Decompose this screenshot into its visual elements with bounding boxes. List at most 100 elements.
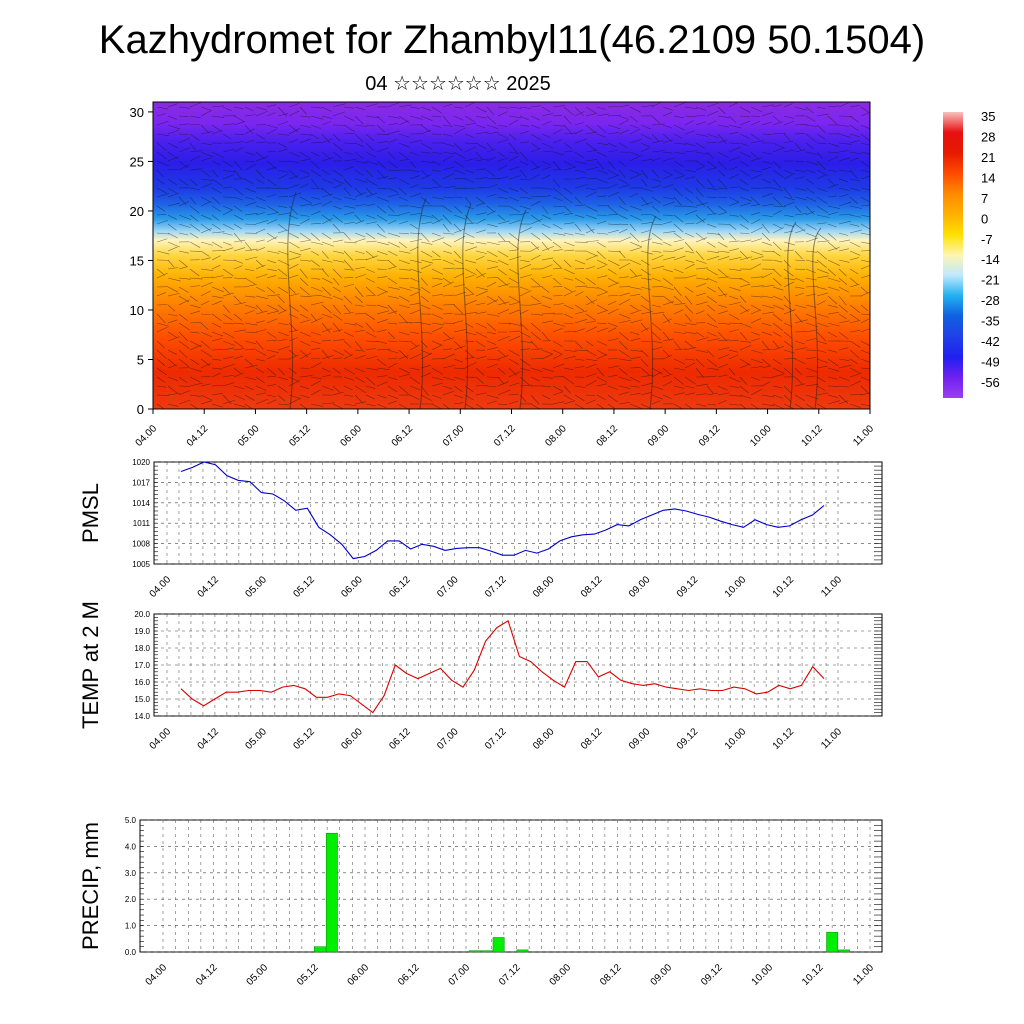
section-ytick-label: 10 — [130, 303, 144, 318]
temp2m-xtick-label: 05.12 — [291, 726, 317, 752]
precip-xtick-label: 11.00 — [851, 962, 876, 987]
precip-ytick-label: 5.0 — [125, 816, 137, 825]
precip-xtick-label: 08.12 — [598, 962, 624, 988]
section-xtick-label: 06.00 — [339, 423, 365, 449]
pmsl-ytick-label: 1008 — [132, 540, 150, 549]
precip-ytick-label: 1.0 — [125, 922, 137, 931]
colorbar-label: 0 — [981, 211, 988, 226]
section-xtick-label: 05.12 — [287, 423, 313, 449]
precip-xtick-label: 08.00 — [548, 962, 574, 988]
colorbar-label: -56 — [981, 375, 1000, 390]
section-ytick-label: 30 — [130, 105, 144, 120]
colorbar-label: -7 — [981, 232, 993, 247]
precip-bar — [325, 832, 338, 953]
temp2m-xtick-label: 06.12 — [387, 726, 413, 752]
precip-xtick-label: 06.12 — [396, 962, 422, 988]
pmsl-ytick-label: 1005 — [132, 560, 150, 569]
pmsl-xtick-label: 04.12 — [196, 574, 222, 600]
pmsl-xtick-label: 06.12 — [387, 574, 413, 600]
chart-title: Kazhydromet for Zhambyl11(46.2109 50.150… — [98, 18, 926, 62]
temp2m-series-line — [180, 619, 825, 714]
temp2m-ytick-label: 17.0 — [134, 661, 150, 670]
precip-xtick-label: 05.12 — [295, 962, 321, 988]
colorbar-label: -42 — [981, 334, 1000, 349]
section-ytick-label: 15 — [130, 253, 144, 268]
section-xtick-label: 10.00 — [748, 423, 774, 449]
section-xtick-label: 08.00 — [543, 423, 569, 449]
temp2m-ytick-label: 19.0 — [134, 627, 150, 636]
pmsl-xtick-label: 04.00 — [148, 574, 174, 600]
section-ytick-label: 0 — [137, 402, 144, 417]
pmsl-xtick-label: 07.12 — [483, 574, 509, 600]
temp2m-ylabel: TEMP at 2 M — [78, 601, 103, 729]
pmsl-ytick-label: 1020 — [132, 458, 150, 467]
temp2m-ytick-label: 15.0 — [134, 695, 150, 704]
colorbar-label: -49 — [981, 355, 1000, 370]
colorbar-label: 35 — [981, 109, 995, 124]
section-xtick-label: 04.12 — [185, 423, 211, 449]
section-xtick-label: 08.12 — [595, 423, 621, 449]
temp2m-xtick-label: 07.12 — [483, 726, 509, 752]
pmsl-xtick-label: 10.12 — [771, 574, 797, 600]
colorbar-label: 14 — [981, 170, 995, 185]
precip-ytick-label: 0.0 — [125, 948, 137, 957]
precip-xtick-label: 09.12 — [699, 962, 725, 988]
section-xtick-label: 04.00 — [134, 423, 160, 449]
precip-bar — [492, 937, 505, 953]
section-ytick-label: 5 — [137, 352, 144, 367]
temp2m-xtick-label: 10.12 — [771, 726, 797, 752]
colorbar-label: 7 — [981, 191, 988, 206]
pmsl-xtick-label: 10.00 — [723, 574, 749, 600]
temp2m-xtick-label: 11.00 — [819, 726, 844, 751]
pmsl-ytick-label: 1017 — [132, 478, 150, 487]
pmsl-frame — [153, 461, 883, 565]
colorbar-label: -28 — [981, 293, 1000, 308]
pmsl-xtick-label: 11.00 — [819, 574, 844, 599]
precip-ytick-label: 2.0 — [125, 895, 137, 904]
section-ytick-label: 25 — [130, 154, 144, 169]
precip-xtick-label: 07.00 — [447, 962, 473, 988]
contour-lines — [287, 191, 822, 410]
temp2m-xtick-label: 06.00 — [339, 726, 365, 752]
precip-bar — [480, 950, 493, 953]
pmsl-xtick-label: 08.12 — [579, 574, 605, 600]
pmsl-ytick-label: 1014 — [132, 499, 150, 508]
section-ytick-label: 20 — [130, 204, 144, 219]
precip-bar — [468, 950, 481, 953]
section-xtick-label: 05.00 — [236, 423, 262, 449]
precip-ytick-label: 4.0 — [125, 842, 137, 851]
precip-frame — [139, 819, 883, 953]
temp2m-ytick-label: 16.0 — [134, 678, 150, 687]
section-xtick-label: 06.12 — [390, 423, 416, 449]
section-xtick-label: 07.12 — [492, 423, 518, 449]
section-xtick-label: 09.12 — [697, 423, 723, 449]
colorbar — [943, 112, 963, 398]
temp2m-xtick-label: 07.00 — [435, 726, 461, 752]
pmsl-ylabel: PMSL — [78, 483, 103, 543]
section-xtick-label: 10.12 — [799, 423, 825, 449]
temp2m-xtick-label: 04.12 — [196, 726, 222, 752]
section-xtick-label: 11.00 — [851, 423, 876, 448]
wind-barbs — [156, 101, 871, 410]
temp2m-xtick-label: 09.00 — [627, 726, 653, 752]
precip-xtick-label: 06.00 — [346, 962, 372, 988]
section-xtick-label: 07.00 — [441, 423, 467, 449]
pmsl-xtick-label: 06.00 — [339, 574, 365, 600]
section-xtick-label: 09.00 — [646, 423, 672, 449]
chart-subtitle: 04 ☆☆☆☆☆☆ 2025 — [365, 73, 551, 95]
temp2m-xtick-label: 08.00 — [531, 726, 557, 752]
precip-bar — [826, 931, 839, 953]
colorbar-label: -14 — [981, 252, 1000, 267]
precip-xtick-label: 07.12 — [497, 962, 523, 988]
precip-xtick-label: 04.12 — [194, 962, 220, 988]
precip-bar — [838, 949, 850, 953]
temp2m-xtick-label: 08.12 — [579, 726, 605, 752]
temp2m-xtick-label: 10.00 — [723, 726, 749, 752]
temp2m-xtick-label: 04.00 — [148, 726, 174, 752]
section-heatmap — [153, 102, 870, 409]
temp2m-xtick-label: 09.12 — [675, 726, 701, 752]
colorbar-label: -21 — [981, 273, 1000, 288]
precip-xtick-label: 04.00 — [144, 962, 170, 988]
precip-xtick-label: 10.00 — [750, 962, 776, 988]
